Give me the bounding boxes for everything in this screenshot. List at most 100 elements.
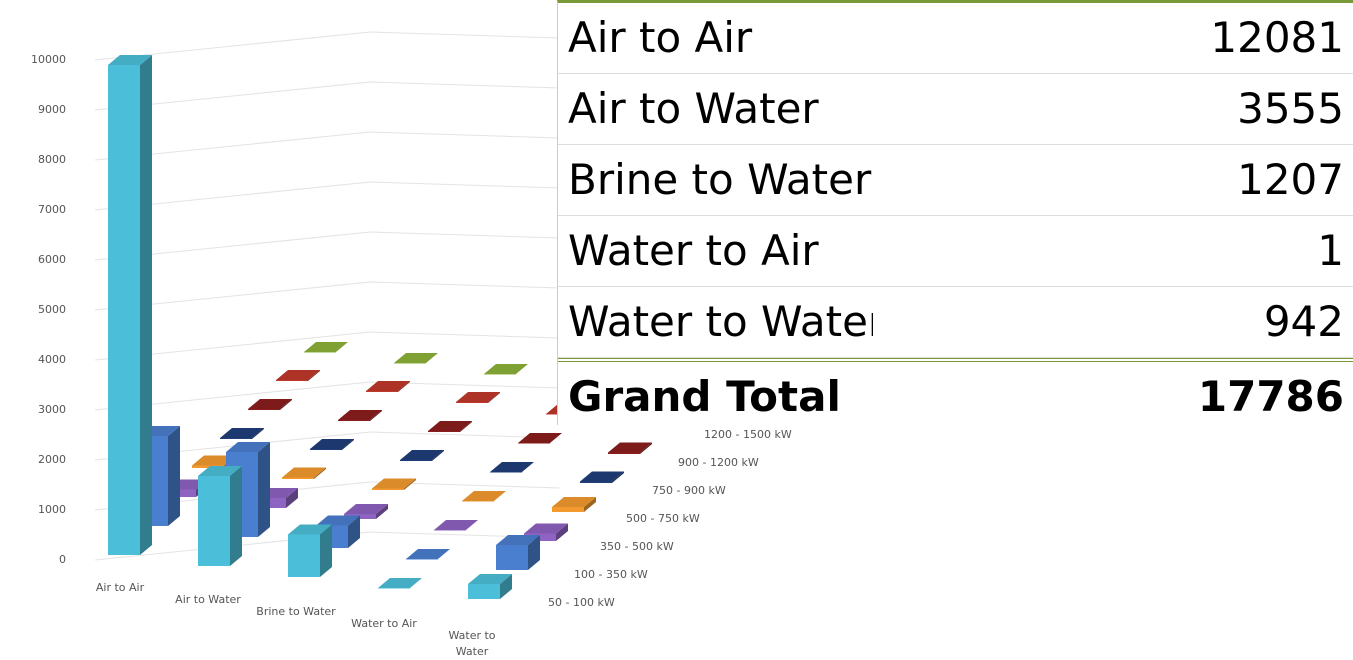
bar-top [428, 421, 472, 431]
bar-top [468, 574, 512, 584]
bar-top [372, 478, 416, 489]
bar-front [608, 452, 640, 454]
bar-front [372, 488, 404, 490]
bar-side [556, 523, 568, 541]
y-tick-label: 6000 [38, 253, 66, 266]
bar [428, 421, 472, 432]
bar [580, 471, 624, 483]
bar-side [320, 524, 332, 577]
bar [406, 549, 450, 560]
bar [456, 392, 500, 403]
y-tick-label: 9000 [38, 103, 66, 116]
row-label: Brine to Water [568, 155, 872, 204]
bar-side [500, 574, 512, 599]
bar [310, 439, 354, 450]
bar-front [456, 402, 488, 403]
bar-side [376, 504, 388, 519]
bar-top [248, 399, 292, 409]
grid-line [94, 131, 561, 161]
bar-top [316, 515, 360, 526]
bar-front [406, 559, 438, 560]
bar-side [398, 381, 410, 392]
bar-top [198, 466, 242, 476]
bar [248, 399, 292, 410]
bar [608, 442, 652, 454]
table-row: Water to Water 942 [558, 287, 1353, 358]
y-tick-label: 0 [59, 553, 66, 566]
bar-side [612, 471, 624, 483]
bar-side [342, 439, 354, 450]
table-row: Air to Water 3555 [558, 74, 1353, 145]
bar-top [378, 578, 422, 588]
bar-side [640, 442, 652, 454]
bar [108, 55, 152, 555]
row-label: Air to Water [568, 84, 819, 133]
y-tick-label: 1000 [38, 503, 66, 516]
grid-line [94, 81, 561, 111]
table-row: Air to Air 12081 [558, 3, 1353, 74]
summary-table: Air to Air 12081 Air to Water 3555 Brine to … [557, 0, 1353, 425]
table-row: Water to Air 1 [558, 216, 1353, 287]
bar-front [378, 588, 410, 589]
bar-top [394, 353, 438, 363]
x-tick-label: Air to Water [175, 593, 241, 606]
y-tick-label: 3000 [38, 403, 66, 416]
grid-line [94, 531, 561, 561]
series-label: 750 - 900 kW [652, 484, 726, 497]
bar-side [528, 535, 540, 570]
bar-side [584, 497, 596, 512]
bar-top [108, 55, 152, 65]
bar-top [580, 471, 624, 482]
bar-side [252, 428, 264, 439]
row-value: 1 [1317, 226, 1344, 275]
bar-side [308, 370, 320, 381]
grid-line [94, 31, 561, 61]
bar-front [496, 545, 528, 570]
y-tick-label: 5000 [38, 303, 66, 316]
bar-top [366, 381, 410, 391]
row-value: 942 [1263, 297, 1344, 346]
bar-top [304, 342, 348, 352]
bar [552, 497, 596, 512]
grid-line [94, 381, 561, 411]
bar-side [314, 467, 326, 479]
bar-front [282, 477, 314, 479]
series-label: 1200 - 1500 kW [704, 428, 792, 441]
bar-side [230, 466, 242, 566]
y-tick-label: 8000 [38, 153, 66, 166]
bar-side [432, 450, 444, 461]
bar-top [220, 428, 264, 438]
bar-top [496, 535, 540, 545]
bar-front [462, 501, 494, 502]
bar-top [456, 392, 500, 402]
bar [490, 462, 534, 473]
bar-front [518, 443, 550, 444]
bar-side [348, 515, 360, 548]
bar-top [338, 410, 382, 420]
bar [282, 467, 326, 479]
row-value: 12081 [1210, 13, 1344, 62]
bar-front [338, 420, 370, 421]
bar-front [366, 391, 398, 392]
x-tick-label: Water to Air [351, 617, 417, 630]
bar-top [524, 523, 568, 534]
grid-line [94, 231, 561, 261]
bar [496, 535, 540, 570]
bar-top [434, 520, 478, 530]
bar [366, 381, 410, 392]
bar-front [434, 530, 466, 531]
y-tick-label: 4000 [38, 353, 66, 366]
bar-top [490, 462, 534, 472]
bar-front [288, 534, 320, 577]
bar-top [608, 442, 652, 453]
bar-top [282, 467, 326, 478]
row-value: 1207 [1237, 155, 1344, 204]
bar-front [310, 449, 342, 450]
table-row: Brine to Water 1207 [558, 145, 1353, 216]
series-label: 500 - 750 kW [626, 512, 700, 525]
bar-front [484, 374, 516, 375]
bar-front [108, 65, 140, 555]
bar [338, 410, 382, 421]
